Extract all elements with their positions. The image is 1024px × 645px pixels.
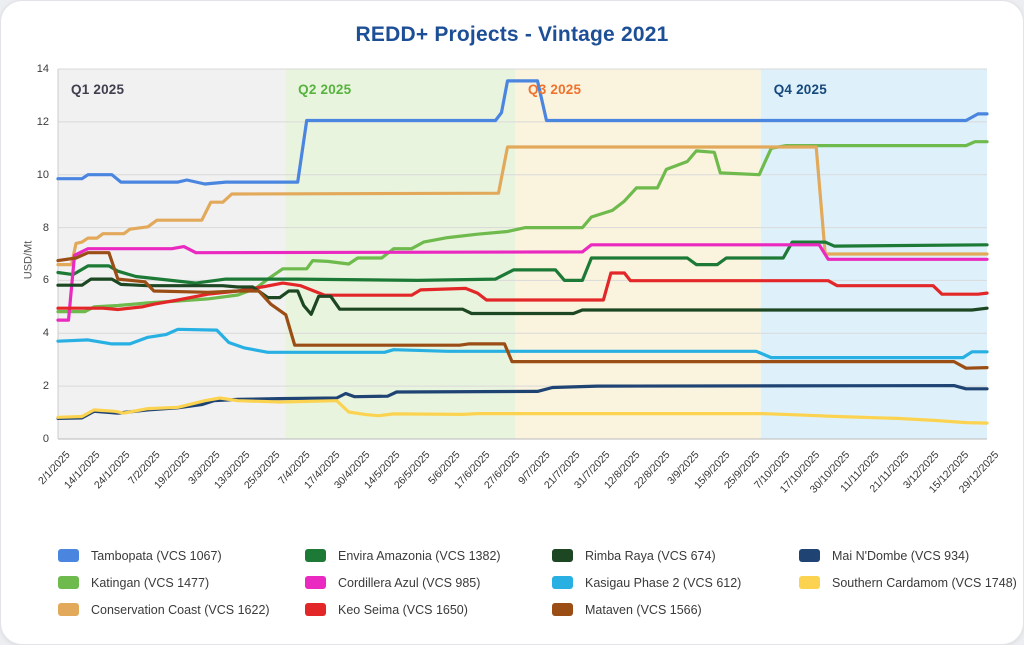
y-tick-0: 0 bbox=[42, 433, 49, 445]
legend-swatch bbox=[552, 549, 573, 562]
y-axis-title: USD/Mt bbox=[22, 240, 35, 280]
legend-label: Envira Amazonia (VCS 1382) bbox=[338, 548, 501, 563]
series-line-conservation-coast-vcs-1622 bbox=[56, 145, 989, 267]
series-line-cordillera-azul-vcs-985 bbox=[56, 243, 989, 322]
series-line-tambopata-vcs-1067 bbox=[56, 79, 989, 186]
quarter-label-q1: Q1 2025 bbox=[71, 82, 125, 97]
y-tick-12: 12 bbox=[36, 115, 49, 128]
legend-item-conservation-coast-vcs-1622[interactable]: Conservation Coast (VCS 1622) bbox=[58, 603, 305, 617]
series-line-envira-amazonia-vcs-1382 bbox=[56, 240, 989, 285]
legend: Tambopata (VCS 1067) Katingan (VCS 1477) C… bbox=[58, 542, 1023, 623]
legend-item-tambopata-vcs-1067[interactable]: Tambopata (VCS 1067) bbox=[58, 549, 305, 563]
legend-swatch bbox=[305, 549, 326, 562]
legend-swatch bbox=[799, 576, 820, 589]
y-tick-8: 8 bbox=[42, 221, 49, 234]
legend-swatch bbox=[305, 576, 326, 589]
series-line-southern-cardamom-vcs-1748 bbox=[56, 396, 989, 425]
quarter-band-q3 bbox=[515, 69, 761, 439]
legend-item-katingan-vcs-1477[interactable]: Katingan (VCS 1477) bbox=[58, 576, 305, 590]
y-tick-10: 10 bbox=[36, 168, 49, 181]
series-line-keo-seima-vcs-1650 bbox=[56, 271, 989, 312]
y-tick-6: 6 bbox=[42, 274, 49, 287]
quarter-label-q2: Q2 2025 bbox=[298, 82, 352, 97]
quarter-label-q3: Q3 2025 bbox=[528, 82, 582, 97]
legend-swatch bbox=[58, 603, 79, 616]
y-tick-2: 2 bbox=[42, 380, 49, 393]
y-tick-14: 14 bbox=[36, 63, 49, 75]
legend-swatch bbox=[58, 576, 79, 589]
plot-area bbox=[56, 68, 989, 440]
series-line-katingan-vcs-1477 bbox=[56, 140, 989, 314]
series-line-rimba-raya-vcs-674 bbox=[56, 277, 989, 316]
legend-label: Southern Cardamom (VCS 1748) bbox=[832, 575, 1017, 590]
legend-item-cordillera-azul-vcs-985[interactable]: Cordillera Azul (VCS 985) bbox=[305, 576, 552, 590]
legend-item-southern-cardamom-vcs-1748[interactable]: Southern Cardamom (VCS 1748) bbox=[799, 575, 1023, 590]
legend-label: Katingan (VCS 1477) bbox=[91, 575, 210, 590]
legend-label: Mai N'Dombe (VCS 934) bbox=[832, 548, 970, 563]
legend-item-envira-amazonia-vcs-1382[interactable]: Envira Amazonia (VCS 1382) bbox=[305, 549, 552, 563]
legend-label: Kasigau Phase 2 (VCS 612) bbox=[585, 575, 742, 590]
chart-title: REDD+ Projects - Vintage 2021 bbox=[355, 23, 669, 46]
legend-swatch bbox=[799, 549, 820, 562]
quarter-label-q4: Q4 2025 bbox=[773, 82, 827, 97]
legend-swatch bbox=[552, 576, 573, 589]
legend-item-rimba-raya-vcs-674[interactable]: Rimba Raya (VCS 674) bbox=[552, 549, 799, 563]
series-line-kasigau-phase-2-vcs-612 bbox=[56, 327, 989, 360]
legend-item-keo-seima-vcs-1650[interactable]: Keo Seima (VCS 1650) bbox=[305, 603, 552, 617]
legend-label: Conservation Coast (VCS 1622) bbox=[91, 602, 270, 617]
legend-label: Rimba Raya (VCS 674) bbox=[585, 548, 716, 563]
legend-item-mataven-vcs-1566[interactable]: Mataven (VCS 1566) bbox=[552, 603, 799, 617]
legend-swatch bbox=[552, 603, 573, 616]
legend-label: Tambopata (VCS 1067) bbox=[91, 548, 222, 563]
y-tick-4: 4 bbox=[42, 327, 49, 340]
legend-item-kasigau-phase-2-vcs-612[interactable]: Kasigau Phase 2 (VCS 612) bbox=[552, 576, 799, 590]
legend-label: Mataven (VCS 1566) bbox=[585, 602, 702, 617]
legend-label: Cordillera Azul (VCS 985) bbox=[338, 575, 481, 590]
legend-label: Keo Seima (VCS 1650) bbox=[338, 602, 468, 617]
series-line-mataven-vcs-1566 bbox=[56, 251, 989, 370]
legend-swatch bbox=[305, 603, 326, 616]
legend-swatch bbox=[58, 549, 79, 562]
legend-item-mai-n-dombe-vcs-934[interactable]: Mai N'Dombe (VCS 934) bbox=[799, 548, 1023, 563]
